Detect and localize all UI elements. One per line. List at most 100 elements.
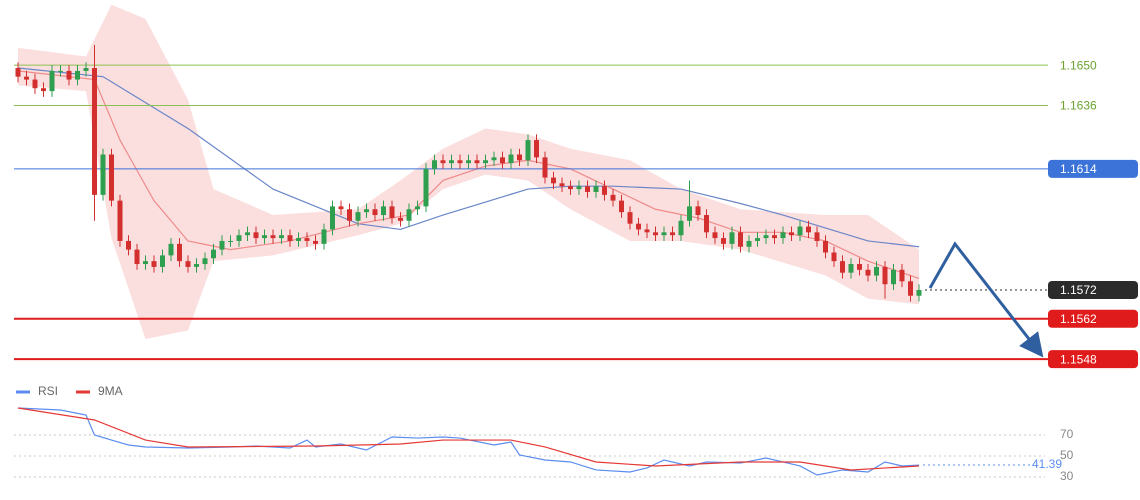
- candle-body: [381, 206, 386, 216]
- candle-body: [194, 264, 199, 267]
- marks-layer: [15, 44, 922, 476]
- candle-body: [542, 157, 548, 178]
- candle-body: [882, 266, 888, 285]
- candle-body: [321, 229, 327, 244]
- candle-body: [695, 206, 701, 216]
- candle-body: [755, 238, 760, 241]
- candle-body: [746, 240, 752, 247]
- candle-body: [908, 281, 913, 296]
- candle-body: [738, 232, 743, 247]
- candle-body: [517, 154, 522, 161]
- candle-body: [270, 235, 276, 239]
- candle-body: [160, 255, 165, 267]
- candle-body: [508, 154, 514, 164]
- candle-body: [202, 258, 208, 265]
- candle-body: [661, 232, 667, 236]
- candle-body: [151, 261, 157, 267]
- candle-body: [432, 160, 437, 169]
- candle-body: [840, 261, 845, 273]
- candle-body: [797, 226, 803, 236]
- candle-body: [24, 76, 29, 80]
- candle-body: [491, 157, 497, 161]
- candle-body: [789, 232, 794, 236]
- candle-body: [704, 215, 709, 233]
- candle-body: [423, 168, 429, 207]
- candle-body: [500, 157, 505, 164]
- candle-body: [848, 264, 854, 273]
- candle-body: [236, 235, 242, 241]
- candle-body: [177, 243, 182, 262]
- candle-body: [211, 249, 216, 259]
- candle-body: [406, 209, 412, 221]
- candle-body: [806, 226, 811, 233]
- candle-body: [559, 183, 565, 187]
- candle-body: [466, 160, 471, 164]
- candle-body: [313, 240, 318, 244]
- candle-body: [814, 232, 820, 241]
- candle-body: [372, 209, 378, 216]
- labels-layer: 1.1650 1.1636 1.1614 1.1572 1.1562 1.1548 70 50…: [16, 58, 1138, 483]
- candle-body: [763, 235, 769, 239]
- candle-body: [823, 240, 828, 253]
- candle-body: [279, 235, 284, 239]
- candle-body: [772, 235, 777, 239]
- candle-body: [865, 269, 871, 276]
- candle-body: [109, 154, 114, 201]
- candle-body: [568, 186, 573, 190]
- candle-body: [398, 217, 403, 221]
- candle-body: [831, 252, 837, 262]
- candle-body: [347, 209, 352, 221]
- candle-body: [619, 200, 624, 213]
- candle-body: [916, 289, 922, 296]
- candle-body: [355, 212, 361, 221]
- y-tick-label: 30: [1060, 469, 1074, 483]
- candle-body: [287, 235, 293, 241]
- candle-body: [219, 240, 225, 250]
- candle-body: [168, 243, 174, 256]
- forecast-arrow: [928, 241, 1044, 358]
- moving-average: [17, 67, 920, 248]
- level-label: 1.1572: [1060, 283, 1097, 297]
- candle-body: [228, 240, 233, 242]
- candle-body: [525, 140, 531, 161]
- candle-body: [483, 160, 488, 164]
- background-layer: [14, 4, 1048, 478]
- indicator-line: [17, 407, 920, 476]
- candle-body: [245, 232, 250, 236]
- level-label-box: [1048, 350, 1138, 369]
- candle-body: [670, 232, 675, 236]
- level-label: 1.1636: [1060, 99, 1097, 113]
- candle-body: [92, 68, 97, 195]
- level-label: 1.1548: [1060, 352, 1097, 366]
- indicator-line: [17, 407, 920, 471]
- candle-body: [610, 194, 616, 201]
- candle-body: [58, 70, 63, 72]
- candle-body: [117, 200, 123, 241]
- candle-body: [449, 160, 454, 164]
- level-label-box: [1048, 280, 1138, 299]
- candle-body: [474, 160, 480, 164]
- candle-body: [899, 269, 905, 282]
- candle-body: [678, 220, 684, 236]
- candle-body: [721, 238, 726, 244]
- candle-body: [15, 68, 21, 77]
- candle-body: [874, 266, 879, 276]
- candle-body: [364, 209, 369, 213]
- candle-body: [576, 186, 582, 190]
- level-label: 1.1650: [1060, 58, 1097, 72]
- candle-body: [330, 206, 335, 230]
- candle-body: [49, 70, 55, 92]
- level-label: 1.1614: [1060, 162, 1097, 176]
- candle-body: [66, 70, 72, 80]
- level-label-box: [1048, 159, 1138, 178]
- candle-body: [32, 79, 38, 89]
- candle-body: [126, 240, 131, 250]
- candle-body: [304, 238, 310, 241]
- candle-body: [415, 206, 420, 210]
- candle-body: [253, 232, 259, 239]
- candle-body: [627, 212, 633, 224]
- level-label-box: [1048, 309, 1138, 328]
- candle-body: [83, 68, 89, 71]
- candle-body: [653, 232, 658, 236]
